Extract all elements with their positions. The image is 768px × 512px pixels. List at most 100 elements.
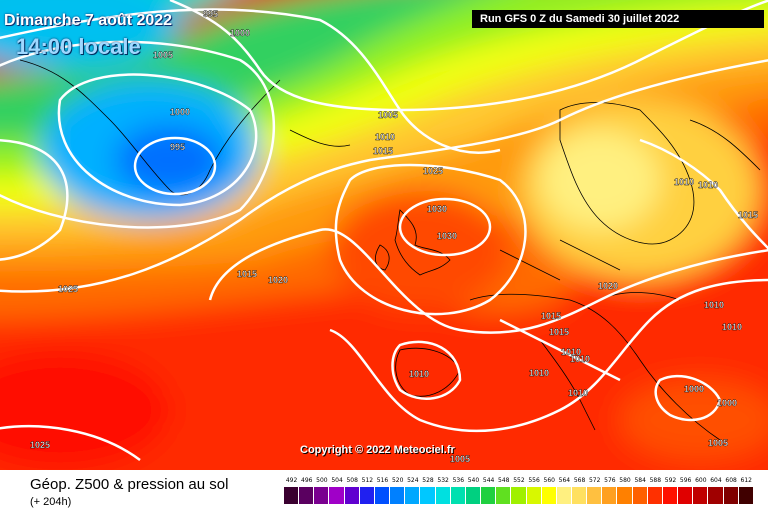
isobar-label: 1015 — [541, 311, 561, 321]
legend-value: 524 — [407, 477, 419, 484]
legend-swatch — [405, 487, 421, 504]
isobar-label: 1025 — [30, 440, 50, 450]
isobar-label: 1015 — [373, 146, 393, 156]
isobar-label: 1000 — [230, 28, 250, 38]
legend-value: 600 — [695, 477, 707, 484]
legend-swatch — [632, 487, 648, 504]
legend-swatch — [374, 487, 391, 504]
color-legend: 492 496 500 504 508 512 516 520 524 528 532 536 540 5… — [284, 477, 754, 504]
isobar-label: 1000 — [717, 398, 737, 408]
isobar-label: 1015 — [549, 327, 569, 337]
legend-swatch — [314, 487, 330, 504]
legend-swatch — [571, 487, 588, 504]
footer: Géop. Z500 & pression au sol (+ 204h) 49… — [0, 470, 768, 512]
isobar-label: 1010 — [674, 177, 694, 187]
isobar-label: 1010 — [568, 388, 588, 398]
legend-swatch — [708, 487, 724, 504]
coastlines — [19, 59, 761, 441]
legend-swatch — [678, 487, 694, 504]
isobars — [0, 0, 768, 460]
legend-value: 520 — [391, 477, 404, 484]
legend-value: 492 — [285, 477, 298, 484]
legend-value: 512 — [361, 477, 374, 484]
legend-swatches — [284, 487, 754, 504]
legend-swatch — [511, 487, 527, 504]
isobar-label: 1005 — [378, 110, 398, 120]
legend-swatch — [662, 487, 679, 504]
legend-value: 500 — [316, 477, 328, 484]
legend-value: 508 — [346, 477, 358, 484]
legend-value: 568 — [573, 477, 586, 484]
legend-value: 596 — [679, 477, 692, 484]
legend-value: 544 — [482, 477, 495, 484]
isobar-label: 995 — [170, 142, 185, 152]
isobar-label: 1025 — [423, 166, 443, 176]
legend-swatch — [647, 487, 663, 504]
isobar-label: 1005 — [153, 50, 173, 60]
legend-ticks: 492 496 500 504 508 512 516 520 524 528 532 536 540 5… — [284, 477, 754, 484]
legend-value: 572 — [588, 477, 601, 484]
legend-swatch — [556, 487, 572, 504]
legend-swatch — [693, 487, 709, 504]
legend-value: 560 — [543, 477, 555, 484]
chart-title: Géop. Z500 & pression au sol — [30, 476, 229, 493]
legend-swatch — [299, 487, 315, 504]
legend-value: 604 — [710, 477, 722, 484]
isobar-label: 1000 — [684, 384, 704, 394]
isobar-label: 1010 — [698, 180, 718, 190]
legend-value: 576 — [604, 477, 616, 484]
legend-value: 584 — [634, 477, 646, 484]
isobar-label: 1015 — [738, 210, 758, 220]
isobar-label: 1030 — [437, 231, 457, 241]
isobar-label: 1010 — [570, 354, 590, 364]
isobar-label: 1005 — [708, 438, 728, 448]
legend-value: 536 — [452, 477, 465, 484]
legend-value: 564 — [558, 477, 571, 484]
legend-swatch — [496, 487, 512, 504]
isobar-label: 1000 — [170, 107, 190, 117]
legend-value: 612 — [740, 477, 752, 484]
legend-value: 592 — [664, 477, 677, 484]
legend-value: 504 — [331, 477, 343, 484]
isobar-label: 1010 — [375, 132, 395, 142]
isobar-labels: 995 1000 1005 1000 995 1005 1010 1015 10… — [30, 9, 758, 464]
legend-value: 496 — [301, 477, 313, 484]
weather-map: 995 1000 1005 1000 995 1005 1010 1015 10… — [0, 0, 768, 470]
isobar-label: 1020 — [598, 281, 618, 291]
legend-swatch — [723, 487, 739, 504]
legend-swatch — [390, 487, 406, 504]
legend-swatch — [617, 487, 633, 504]
legend-value: 580 — [619, 477, 631, 484]
isobar-label: 1005 — [450, 454, 470, 464]
isobar-label: 1010 — [722, 322, 742, 332]
legend-value: 528 — [422, 477, 434, 484]
forecast-offset: (+ 204h) — [30, 496, 72, 508]
legend-value: 516 — [376, 477, 389, 484]
isobar-label: 1010 — [704, 300, 724, 310]
isobar-label: 1015 — [237, 269, 257, 279]
isobar-label: 1025 — [58, 284, 78, 294]
isobar-label: 1010 — [561, 347, 581, 357]
legend-swatch — [359, 487, 375, 504]
legend-swatch — [435, 487, 451, 504]
legend-value: 548 — [498, 477, 510, 484]
legend-swatch — [450, 487, 466, 504]
legend-swatch — [465, 487, 482, 504]
legend-swatch — [526, 487, 542, 504]
geopotential-field — [0, 0, 768, 470]
legend-swatch — [284, 487, 300, 504]
legend-value: 540 — [467, 477, 480, 484]
isobar-label: 1010 — [409, 369, 429, 379]
legend-swatch — [329, 487, 345, 504]
legend-swatch — [344, 487, 360, 504]
legend-value: 588 — [649, 477, 662, 484]
legend-value: 556 — [528, 477, 540, 484]
legend-swatch — [420, 487, 436, 504]
isobar-label: 995 — [203, 9, 218, 19]
isobar-label: 1010 — [529, 368, 549, 378]
isobar-label: 1030 — [427, 204, 447, 214]
legend-swatch — [481, 487, 497, 504]
isobar-label: 1020 — [268, 275, 288, 285]
legend-swatch — [587, 487, 603, 504]
